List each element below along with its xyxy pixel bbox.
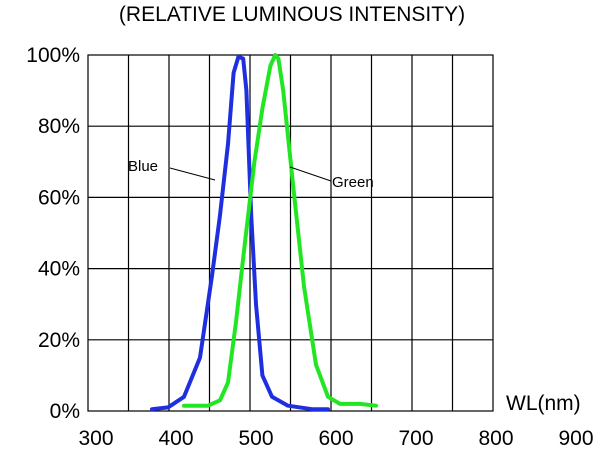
y-tick-label: 100% xyxy=(26,44,80,67)
x-axis-label: WL(nm) xyxy=(506,392,581,415)
series-annotations: Blue Green xyxy=(128,158,374,191)
x-tick-label: 300 xyxy=(78,427,113,450)
chart-title: (RELATIVE LUMINOUS INTENSITY) xyxy=(119,3,465,26)
x-tick-labels: 300 400 500 600 700 800 900 xyxy=(78,427,593,450)
annotation-leader-blue xyxy=(169,167,216,181)
x-tick-label: 500 xyxy=(238,427,273,450)
x-tick-label: 400 xyxy=(158,427,193,450)
series-blue-line xyxy=(150,54,330,412)
annotation-green: Green xyxy=(332,174,374,191)
series-lines xyxy=(150,53,378,412)
annotation-leader-green xyxy=(289,166,332,182)
y-tick-label: 80% xyxy=(38,115,80,138)
x-tick-label: 800 xyxy=(478,427,513,450)
x-tick-label: 600 xyxy=(318,427,353,450)
y-tick-label: 20% xyxy=(38,329,80,352)
x-tick-label: 700 xyxy=(398,427,433,450)
annotation-blue: Blue xyxy=(128,158,158,175)
y-tick-labels: 0% 20% 40% 60% 80% 100% xyxy=(26,44,80,423)
y-tick-label: 60% xyxy=(38,186,80,209)
series-green-line xyxy=(182,53,378,408)
y-tick-label: 40% xyxy=(38,258,80,281)
y-tick-label: 0% xyxy=(50,400,80,423)
grid xyxy=(87,54,494,412)
x-tick-label: 900 xyxy=(558,427,593,450)
